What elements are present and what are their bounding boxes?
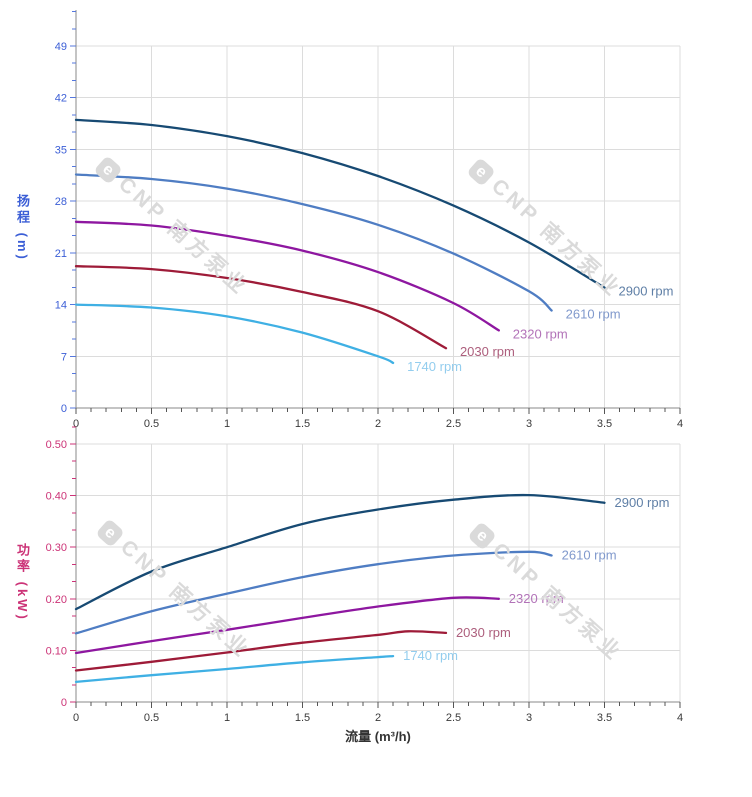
series-label-2900-rpm: 2900 rpm [615,495,670,510]
y-tick-label: 42 [55,93,67,105]
x-tick-label: 3 [526,712,532,724]
y-tick-label: 0.10 [46,645,67,657]
x-tick-label: 1 [224,712,230,724]
y-tick-label: 49 [55,41,67,53]
series-label-1740-rpm: 1740 rpm [407,359,462,374]
x-tick-label: 0 [73,712,79,724]
x-tick-label: 0.5 [144,418,159,430]
x-tick-label: 2.5 [446,712,461,724]
series-label-2320-rpm: 2320 rpm [509,591,564,606]
head-axis-title: 扬程 (m) [15,194,30,262]
x-tick-label: 3.5 [597,418,612,430]
curve-2320-rpm [74,220,500,332]
flow-axis-title: 流量 (m³/h) [345,729,411,744]
x-tick-label: 3 [526,418,532,430]
curve-2900-rpm [74,493,606,611]
series-label-2610-rpm: 2610 rpm [562,547,617,562]
y-tick-label: 0.20 [46,594,67,606]
y-tick-label: 0 [61,403,67,415]
curve-2030-rpm [74,265,448,350]
power-axis-title: 功率 (kW) [15,543,30,622]
x-tick-label: 4 [677,712,683,724]
curve-2610-rpm [74,550,553,635]
x-tick-label: 3.5 [597,712,612,724]
x-tick-label: 4 [677,418,683,430]
curve-1740-rpm [74,303,395,365]
x-tick-label: 0.5 [144,712,159,724]
curve-2030-rpm [74,630,448,672]
series-label-2030-rpm: 2030 rpm [460,344,515,359]
series-label-2030-rpm: 2030 rpm [456,625,511,640]
x-tick-label: 2 [375,712,381,724]
y-tick-label: 0.30 [46,542,67,554]
y-tick-label: 7 [61,351,67,363]
series-label-2320-rpm: 2320 rpm [513,326,568,341]
x-tick-label: 2.5 [446,418,461,430]
series-label-2610-rpm: 2610 rpm [566,306,621,321]
curve-2610-rpm [74,173,553,312]
x-tick-label: 0 [73,418,79,430]
x-tick-label: 1.5 [295,418,310,430]
y-tick-label: 14 [55,300,67,312]
y-tick-label: 28 [55,196,67,208]
head-chart: 0 7 14 21 28 35 42 49 0 0.5 1 1.5 2 2.5 3 3.5 4 2900 rpm 2… [55,10,683,430]
x-tick-label: 1 [224,418,230,430]
power-chart: 0 0.10 0.20 0.30 0.40 0.50 0 0.5 1 1.5 2 2.5 3 3.5 4 29… [46,426,683,724]
y-tick-label: 21 [55,248,67,260]
series-label-2900-rpm: 2900 rpm [619,284,674,299]
curve-2320-rpm [74,596,500,655]
series-label-1740-rpm: 1740 rpm [403,648,458,663]
y-tick-label: 0 [61,697,67,709]
curve-1740-rpm [74,654,395,684]
x-tick-label: 1.5 [295,712,310,724]
y-tick-label: 0.50 [46,439,67,451]
y-tick-label: 35 [55,144,67,156]
curve-2900-rpm [74,118,606,289]
x-tick-label: 2 [375,418,381,430]
y-tick-label: 0.40 [46,491,67,503]
